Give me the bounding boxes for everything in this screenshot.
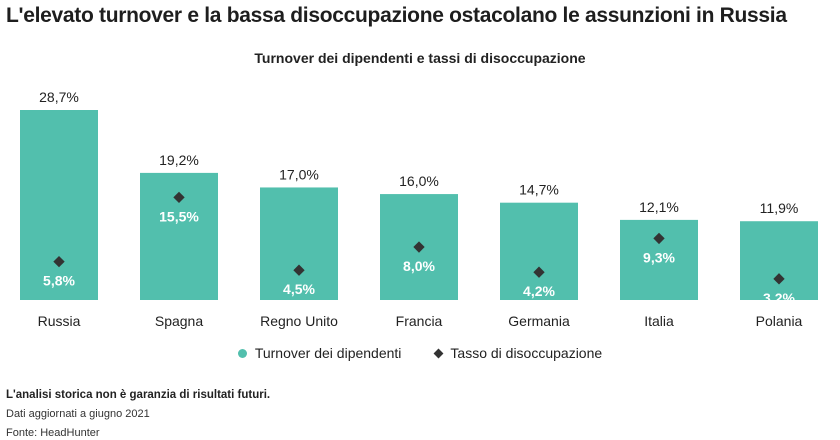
marker-value-label: 4,5% [283,281,315,297]
marker-unemployment [773,273,785,285]
bar-value-label: 16,0% [399,173,439,189]
marker-value-label: 8,0% [403,258,435,274]
marker-unemployment [293,264,305,276]
category-label: Germania [508,313,570,329]
category-label: Francia [396,313,443,329]
legend: Turnover dei dipendenti Tasso di disoccu… [0,345,840,361]
chart-subtitle: Turnover dei dipendenti e tassi di disoc… [254,50,586,66]
bar-chart: 28,7% 5,8% Russia 19,2% 15,5% Spagna 17,0% 4,5%… [20,89,818,329]
legend-item-unemployment: Tasso di disoccupazione [433,345,603,361]
marker-unemployment [173,191,185,204]
legend-item-turnover: Turnover dei dipendenti [237,345,402,361]
bar-value-label: 11,9% [760,200,799,216]
category-label: Italia [644,313,674,329]
bar-turnover [500,202,578,300]
source-note: Fonte: HeadHunter [6,427,100,439]
bar-value-label: 17,0% [279,166,319,182]
legend-circle-icon [237,348,247,358]
bar-value-label: 14,7% [519,182,559,198]
marker-value-label: 9,3% [643,249,675,265]
marker-unemployment [53,255,65,268]
category-label: Regno Unito [260,313,338,329]
marker-value-label: 5,8% [43,273,75,289]
bar-turnover [740,221,818,300]
marker-unemployment [653,232,665,245]
legend-label-turnover: Turnover dei dipendenti [254,345,402,361]
bar-value-label: 28,7% [39,89,79,105]
category-label: Spagna [155,313,203,329]
marker-unemployment [533,266,545,278]
legend-label-unemployment: Tasso di disoccupazione [450,345,603,361]
bar-value-label: 12,1% [639,199,679,215]
legend-diamond-icon [433,348,444,358]
bar-turnover [260,187,338,300]
bar-turnover [20,110,98,300]
disclaimer-note: L'analisi storica non è garanzia di risu… [6,389,271,401]
marker-value-label: 4,2% [523,283,555,299]
category-label: Russia [38,313,81,329]
category-label: Polania [756,313,803,329]
chart-title: L'elevato turnover e la bassa disoccupaz… [6,4,787,27]
update-note: Dati aggiornati a giugno 2021 [6,408,150,420]
marker-value-label: 15,5% [159,208,199,224]
marker-value-label: 3,2% [763,290,795,306]
marker-unemployment [413,241,425,253]
bar-value-label: 19,2% [159,152,199,168]
